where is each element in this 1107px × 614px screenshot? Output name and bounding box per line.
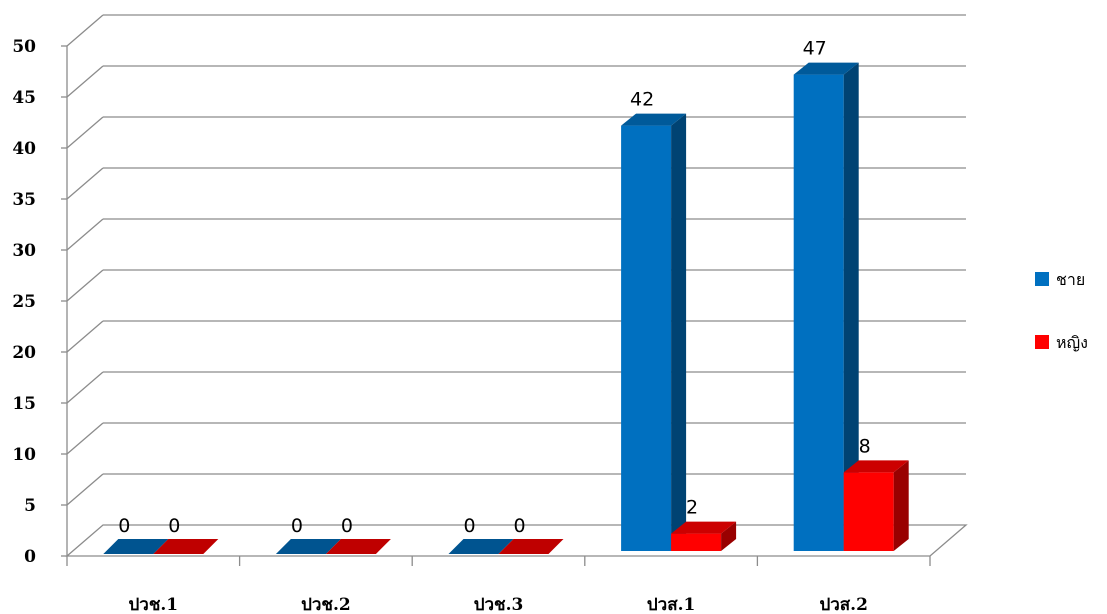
bar-front-0 xyxy=(793,74,844,551)
bar-zero-1 xyxy=(153,539,219,554)
bar-zero-1 xyxy=(325,539,391,554)
gridline-depth xyxy=(66,14,104,47)
x-tick-label: ปวส.1 xyxy=(647,595,695,614)
data-label: 0 xyxy=(463,515,475,537)
bar-side-1 xyxy=(893,460,909,551)
data-label: 0 xyxy=(341,515,353,537)
y-tick-label: 20 xyxy=(12,343,36,363)
gridline-depth xyxy=(66,269,104,302)
bar-zero-0 xyxy=(275,539,341,554)
y-tick-label: 30 xyxy=(12,241,36,261)
data-label: 8 xyxy=(859,435,871,457)
gridline-depth xyxy=(66,116,104,149)
y-tick-label: 10 xyxy=(12,445,36,465)
y-tick-label: 0 xyxy=(24,547,36,567)
y-tick-label: 50 xyxy=(12,37,36,57)
x-tick-label: ปวส.2 xyxy=(819,595,867,614)
bar-zero-0 xyxy=(103,539,169,554)
data-label: 0 xyxy=(168,515,180,537)
data-label: 0 xyxy=(291,515,303,537)
x-tick-label: ปวช.3 xyxy=(474,595,524,614)
bar-top-1 xyxy=(671,521,737,534)
bar-side-0 xyxy=(843,62,859,551)
bar-top-0 xyxy=(621,113,687,126)
bar-front-1 xyxy=(843,472,894,551)
bar-zero-1 xyxy=(498,539,564,554)
data-label: 2 xyxy=(686,497,698,519)
bar-top-1 xyxy=(843,460,909,473)
bar-side-0 xyxy=(671,113,687,551)
y-tick-label: 35 xyxy=(12,190,36,210)
legend-label-1: หญิง xyxy=(1056,333,1088,352)
gridline-depth xyxy=(66,473,104,506)
data-label: 47 xyxy=(803,38,827,60)
bar-zero-0 xyxy=(448,539,514,554)
y-tick-label: 15 xyxy=(12,394,36,414)
x-tick-label: ปวช.1 xyxy=(128,595,178,614)
y-tick-label: 40 xyxy=(12,139,36,159)
gridline-depth xyxy=(66,371,104,404)
gridline-depth xyxy=(66,422,104,455)
gridline-depth xyxy=(66,218,104,251)
data-label: 42 xyxy=(630,89,654,111)
legend-swatch-1 xyxy=(1035,335,1049,349)
gridline-depth xyxy=(66,167,104,200)
chart-floor xyxy=(65,524,968,557)
legend-swatch-0 xyxy=(1035,272,1049,286)
legend-label-0: ชาย xyxy=(1056,270,1085,289)
bar-side-1 xyxy=(721,521,737,551)
gridline-depth xyxy=(66,65,104,98)
data-label: 0 xyxy=(513,515,525,537)
y-tick-label: 25 xyxy=(12,292,36,312)
gridline-depth xyxy=(66,320,104,353)
bar-front-0 xyxy=(621,125,672,551)
bar-top-0 xyxy=(793,62,859,75)
x-tick-label: ปวช.2 xyxy=(301,595,351,614)
y-tick-label: 45 xyxy=(12,88,36,108)
data-label: 0 xyxy=(118,515,130,537)
y-tick-label: 5 xyxy=(24,496,36,516)
bar-front-1 xyxy=(671,533,722,551)
